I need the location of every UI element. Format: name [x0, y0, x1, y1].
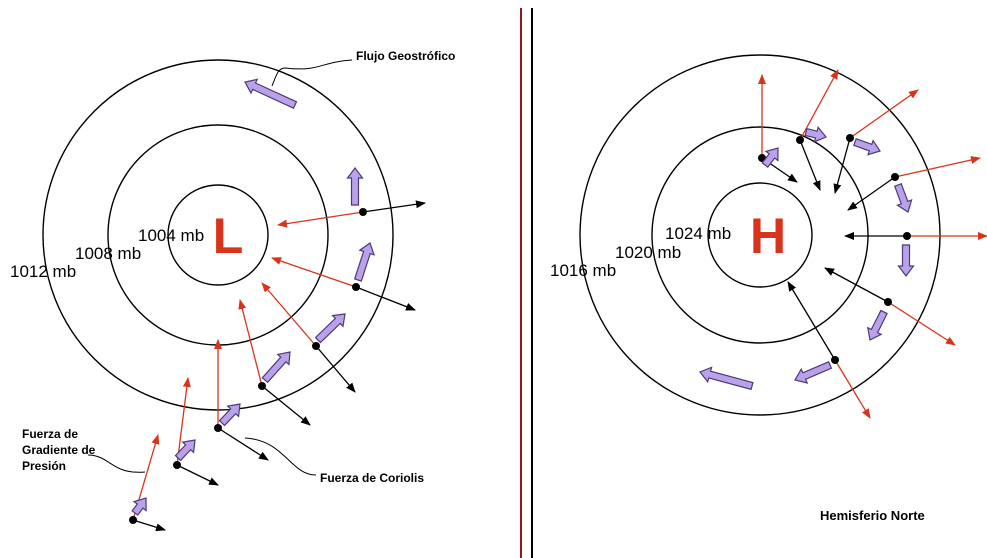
- coriolis-force: [787, 281, 836, 361]
- flow-arrow: [174, 439, 196, 462]
- flow-arrow: [897, 244, 915, 277]
- parcel: [258, 382, 266, 390]
- flow-arrow: [853, 137, 881, 156]
- coriolis-force: [261, 385, 311, 426]
- parcel: [796, 136, 804, 144]
- coriolis-force: [362, 200, 426, 213]
- pressure-force: [277, 211, 364, 228]
- flow-arrow: [261, 351, 291, 384]
- isobar-label: 1012 mb: [10, 262, 76, 281]
- flow-arrow: [218, 403, 241, 427]
- parcel: [359, 208, 367, 216]
- flow-arrow: [244, 78, 298, 109]
- low-symbol: L: [213, 208, 244, 264]
- isobar: [579, 54, 941, 416]
- pressure-force: [894, 156, 981, 178]
- flow-arrow: [794, 360, 833, 384]
- pressure-force: [887, 301, 956, 346]
- coriolis-force: [824, 267, 889, 303]
- leader-line: [87, 454, 146, 473]
- flow-arrow: [893, 183, 913, 213]
- coriolis-force: [132, 519, 166, 532]
- parcel: [173, 461, 181, 469]
- isobar: [707, 182, 813, 288]
- gradient-label: Gradiente de: [22, 443, 96, 457]
- gradient-label: Presión: [22, 459, 66, 473]
- parcel: [214, 424, 222, 432]
- isobar-label: 1004 mb: [138, 226, 204, 245]
- coriolis-force: [355, 286, 416, 311]
- isobar: [167, 184, 269, 286]
- geostrophic-label: Flujo Geostrófico: [356, 49, 455, 63]
- high-symbol: H: [750, 208, 786, 264]
- coriolis-force: [217, 427, 269, 461]
- coriolis-force: [799, 139, 821, 191]
- flow-arrow: [346, 167, 364, 206]
- pressure-force: [238, 299, 263, 387]
- flow-arrow: [699, 366, 754, 391]
- coriolis-label: Fuerza de Coriolis: [320, 471, 424, 485]
- coriolis-force: [833, 137, 851, 194]
- flow-arrow: [353, 242, 376, 282]
- pressure-force: [834, 359, 871, 419]
- force-arrows: [129, 69, 987, 532]
- pressure-force: [271, 257, 357, 288]
- parcel: [129, 516, 137, 524]
- isobar-label: 1016 mb: [550, 261, 616, 280]
- isobar-label: 1020 mb: [615, 243, 681, 262]
- pressure-force: [176, 377, 191, 466]
- flow-arrow: [131, 497, 147, 516]
- pressure-force: [261, 282, 317, 347]
- parcel: [831, 356, 839, 364]
- leader-line: [244, 437, 317, 476]
- flow-arrow: [761, 147, 779, 168]
- coriolis-force: [847, 176, 896, 211]
- hemisphere-label: Hemisferio Norte: [820, 508, 925, 523]
- flow-arrow: [314, 313, 346, 344]
- parcel: [903, 232, 911, 240]
- flow-arrow: [804, 125, 827, 143]
- coriolis-force: [176, 464, 219, 486]
- leaders: [87, 59, 353, 476]
- parcel: [312, 342, 320, 350]
- parcel: [891, 173, 899, 181]
- isobar-label: 1008 mb: [75, 244, 141, 263]
- parcel: [352, 283, 360, 291]
- coriolis-force: [315, 345, 356, 393]
- parcel: [884, 298, 892, 306]
- pressure-force: [849, 89, 919, 139]
- flow-arrow: [866, 309, 888, 341]
- gradient-label: Fuerza de: [22, 427, 78, 441]
- parcel: [846, 134, 854, 142]
- leader-line: [271, 59, 353, 87]
- isobar: [651, 126, 869, 344]
- isobar-label: 1024 mb: [665, 224, 731, 243]
